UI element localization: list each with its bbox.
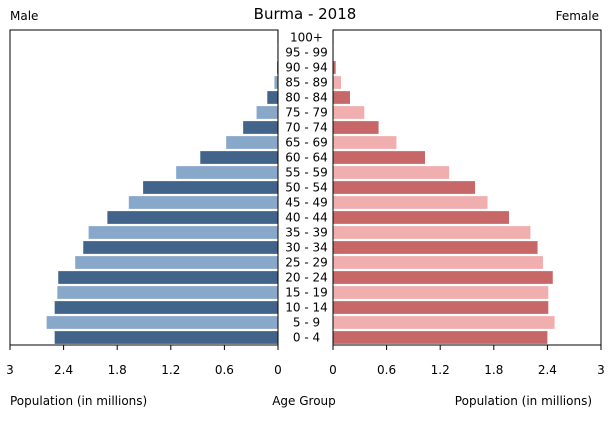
- age-label-5: 25 - 29: [285, 256, 328, 270]
- male-bar-8: [107, 211, 278, 224]
- age-label-3: 15 - 19: [285, 286, 328, 300]
- age-label-19: 95 - 99: [285, 46, 328, 60]
- female-tick-label-0: 0: [329, 363, 337, 377]
- age-label-9: 45 - 49: [285, 196, 328, 210]
- female-tick-label-1: 0.6: [377, 363, 396, 377]
- male-plot-frame: [9, 29, 279, 346]
- male-bar-10: [143, 181, 278, 194]
- male-bars: [46, 31, 279, 344]
- male-bar-11: [176, 166, 278, 179]
- female-tick-label-4: 2.4: [538, 363, 557, 377]
- male-bar-9: [128, 196, 278, 209]
- age-label-11: 55 - 59: [285, 166, 328, 180]
- female-bar-3: [333, 286, 549, 299]
- male-bar-4: [58, 271, 278, 284]
- age-label-6: 30 - 34: [285, 241, 328, 255]
- female-bar-13: [333, 136, 397, 149]
- female-bar-9: [333, 196, 488, 209]
- male-bar-1: [46, 316, 279, 329]
- male-bar-14: [243, 121, 278, 134]
- female-axis-ticks: 0 0.6 1.2 1.8 2.4 3: [329, 345, 605, 377]
- male-axis-ticks: 3 2.4 1.8 1.2 0.6 0: [6, 345, 282, 377]
- female-bar-11: [333, 166, 450, 179]
- age-label-13: 65 - 69: [285, 136, 328, 150]
- female-tick-label-5: 3: [597, 363, 605, 377]
- male-bar-2: [54, 301, 278, 314]
- age-label-17: 85 - 89: [285, 76, 328, 90]
- age-label-16: 80 - 84: [285, 91, 328, 105]
- age-label-0: 0 - 4: [293, 331, 320, 345]
- male-tick-label-0: 3: [6, 363, 14, 377]
- age-label-2: 10 - 14: [285, 301, 328, 315]
- age-label-7: 35 - 39: [285, 226, 328, 240]
- female-bar-8: [333, 211, 509, 224]
- male-bar-0: [54, 331, 278, 344]
- male-label: Male: [10, 9, 38, 23]
- chart-title: Burma - 2018: [254, 5, 357, 23]
- male-axis-title: Population (in millions): [10, 394, 147, 408]
- female-plot-frame: [332, 29, 602, 346]
- male-bar-6: [83, 241, 279, 254]
- female-axis-title: Population (in millions): [455, 394, 592, 408]
- female-label: Female: [556, 9, 599, 23]
- male-bar-12: [200, 151, 278, 164]
- age-label-1: 5 - 9: [293, 316, 320, 330]
- female-bar-0: [333, 331, 548, 344]
- age-group-axis-title: Age Group: [272, 394, 336, 408]
- male-bar-5: [75, 256, 278, 269]
- male-tick-label-5: 0: [274, 363, 282, 377]
- female-bar-18: [333, 61, 336, 74]
- male-bar-16: [267, 91, 278, 104]
- female-bar-4: [333, 271, 553, 284]
- age-label-18: 90 - 94: [285, 61, 328, 75]
- male-tick-label-1: 2.4: [54, 363, 73, 377]
- female-bar-17: [333, 76, 342, 89]
- age-label-14: 70 - 74: [285, 121, 328, 135]
- female-tick-label-3: 1.8: [484, 363, 503, 377]
- age-label-4: 20 - 24: [285, 271, 328, 285]
- male-bar-17: [274, 76, 278, 89]
- female-bar-1: [333, 316, 555, 329]
- female-bar-2: [333, 301, 549, 314]
- male-bar-7: [88, 226, 278, 239]
- age-label-15: 75 - 79: [285, 106, 328, 120]
- female-bar-10: [333, 181, 476, 194]
- age-label-20: 100+: [290, 31, 323, 45]
- male-bar-15: [256, 106, 278, 119]
- age-label-8: 40 - 44: [285, 211, 328, 225]
- female-bar-12: [333, 151, 426, 164]
- female-bars: [333, 31, 555, 344]
- male-tick-label-2: 1.8: [108, 363, 127, 377]
- female-bar-6: [333, 241, 538, 254]
- female-bar-16: [333, 91, 350, 104]
- female-tick-label-2: 1.2: [431, 363, 450, 377]
- female-bar-7: [333, 226, 531, 239]
- female-bar-5: [333, 256, 543, 269]
- age-label-12: 60 - 64: [285, 151, 328, 165]
- male-bar-13: [226, 136, 278, 149]
- female-bar-14: [333, 121, 379, 134]
- female-bar-15: [333, 106, 365, 119]
- male-tick-label-3: 1.2: [161, 363, 180, 377]
- male-tick-label-4: 0.6: [215, 363, 234, 377]
- age-label-10: 50 - 54: [285, 181, 328, 195]
- male-bar-3: [57, 286, 279, 299]
